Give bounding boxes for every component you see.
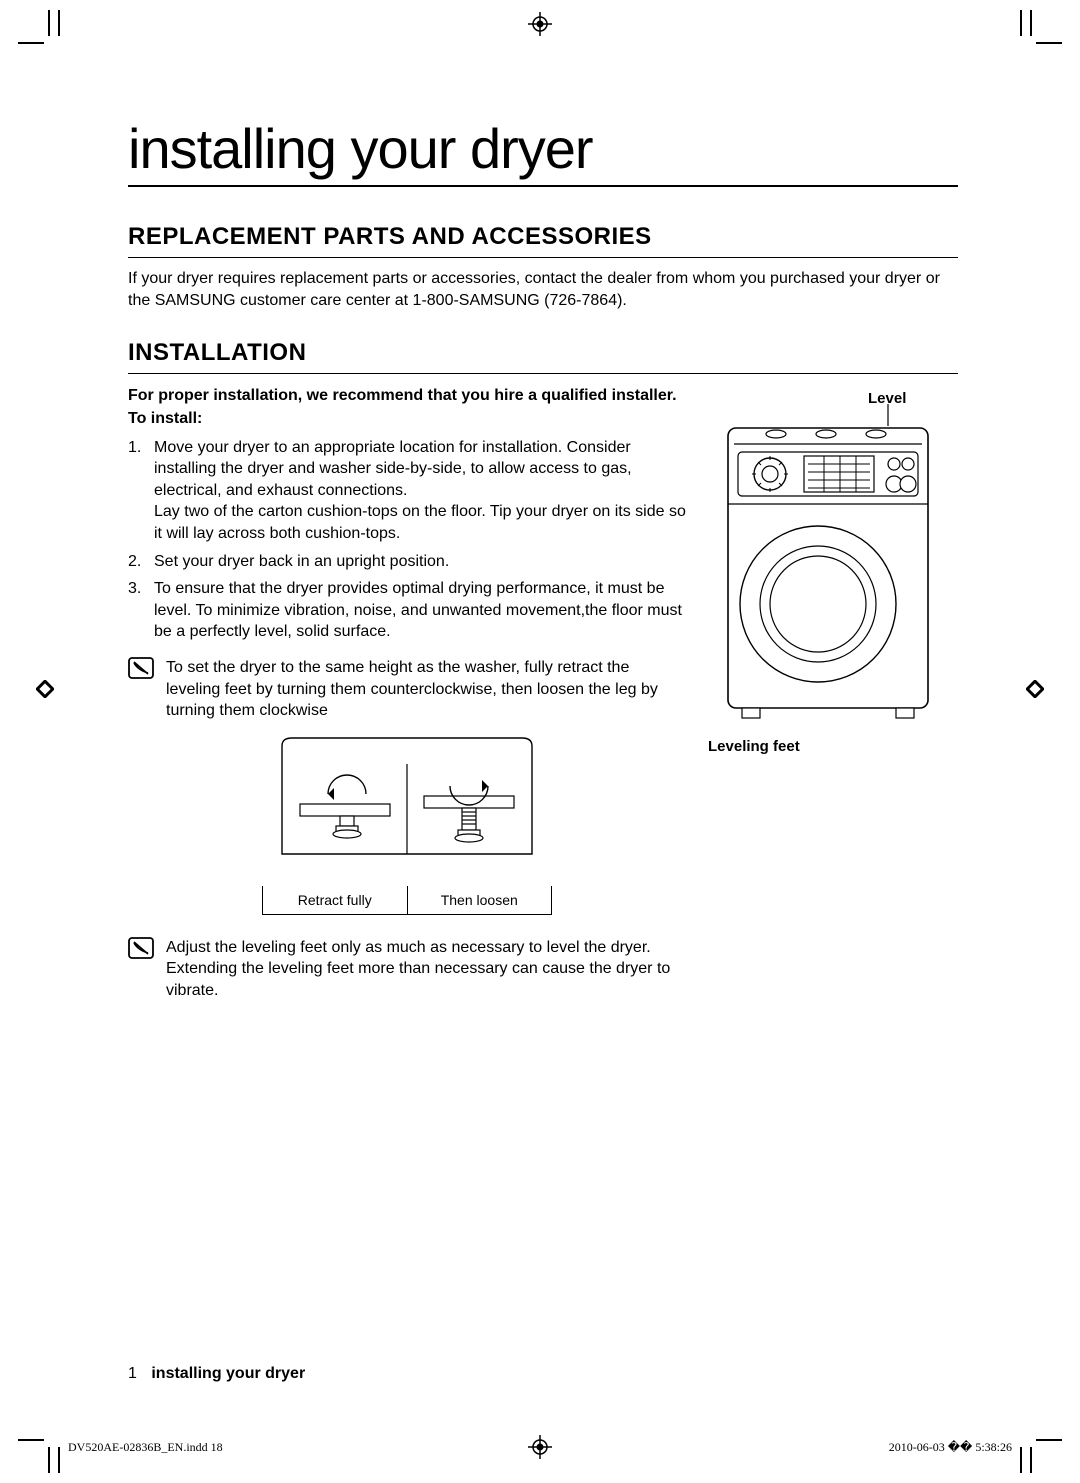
step-2: Set your dryer back in an upright positi…: [128, 551, 686, 573]
note-1-text: To set the dryer to the same height as t…: [166, 657, 686, 722]
page-number: 1: [128, 1365, 137, 1382]
installation-left-column: For proper installation, we recommend th…: [128, 384, 686, 1001]
registration-mark-icon: [528, 1435, 552, 1459]
note-2-text: Adjust the leveling feet only as much as…: [166, 937, 686, 1002]
crop-mark: [1020, 10, 1022, 36]
page-footer: 1 installing your dryer: [128, 1365, 305, 1383]
crop-mark: [1020, 1447, 1022, 1473]
registration-mark-icon: [528, 12, 552, 36]
installation-right-column: Level: [708, 384, 958, 1001]
footer-text: installing your dryer: [151, 1365, 305, 1382]
print-meta-right: 2010-06-03 �� 5:38:26: [889, 1440, 1012, 1455]
print-meta-left: DV520AE-02836B_EN.indd 18: [68, 1440, 223, 1455]
retract-figure: Retract fully Then loosen: [262, 736, 552, 915]
crop-mark: [1030, 10, 1032, 36]
crop-mark: [1036, 1439, 1062, 1441]
note-2: Adjust the leveling feet only as much as…: [128, 937, 686, 1002]
retract-label-left: Retract fully: [263, 886, 408, 914]
note-icon: [128, 657, 154, 679]
section-heading-installation: INSTALLATION: [128, 339, 958, 374]
dryer-figure: Level: [708, 394, 948, 734]
figure-label-level: Level: [868, 390, 906, 407]
crop-mark: [58, 10, 60, 36]
crop-mark: [18, 1439, 44, 1441]
step-1-sub: Lay two of the carton cushion-tops on th…: [154, 501, 686, 544]
registration-dot-icon: [36, 680, 54, 698]
crop-mark: [48, 1447, 50, 1473]
crop-mark: [1036, 42, 1062, 44]
retract-label-right: Then loosen: [408, 886, 552, 914]
manual-page: installing your dryer REPLACEMENT PARTS …: [0, 0, 1080, 1483]
note-1: To set the dryer to the same height as t…: [128, 657, 686, 722]
installation-steps: Move your dryer to an appropriate locati…: [128, 437, 686, 643]
replacement-body: If your dryer requires replacement parts…: [128, 268, 958, 311]
registration-dot-icon: [1026, 680, 1044, 698]
document-title: installing your dryer: [128, 116, 958, 187]
note-icon: [128, 937, 154, 959]
crop-mark: [48, 10, 50, 36]
step-1: Move your dryer to an appropriate locati…: [128, 437, 686, 545]
crop-mark: [58, 1447, 60, 1473]
installation-intro: For proper installation, we recommend th…: [128, 384, 686, 407]
crop-mark: [18, 42, 44, 44]
step-3: To ensure that the dryer provides optima…: [128, 578, 686, 643]
content-area: installing your dryer REPLACEMENT PARTS …: [128, 116, 958, 1001]
step-1-main: Move your dryer to an appropriate locati…: [154, 439, 632, 499]
section-heading-replacement: REPLACEMENT PARTS AND ACCESSORIES: [128, 223, 958, 258]
figure-label-leveling-feet: Leveling feet: [708, 738, 800, 755]
crop-mark: [1030, 1447, 1032, 1473]
retract-labels: Retract fully Then loosen: [262, 886, 552, 915]
installation-row: For proper installation, we recommend th…: [128, 384, 958, 1001]
to-install-label: To install:: [128, 407, 686, 430]
